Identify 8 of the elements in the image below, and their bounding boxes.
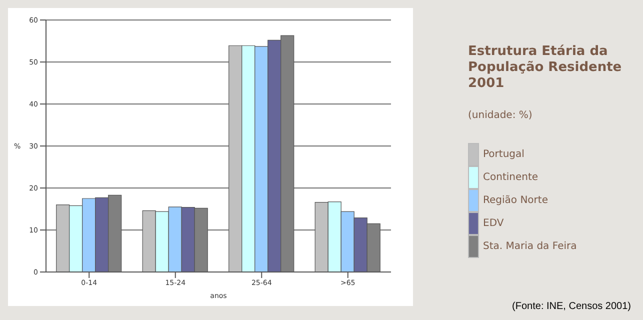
text: Estrutura Etária da População Residente 2001 (468, 44, 623, 92)
legend-label: Continente (483, 172, 538, 183)
legend-label: Região Norte (483, 195, 548, 206)
text: (unidade: %) (468, 110, 534, 121)
legend-label: Sta. Maria da Feira (483, 241, 577, 252)
text: (Fonte: INE, Censos 2001) (512, 301, 631, 312)
legend-label: Portugal (483, 149, 524, 160)
legend-label: EDV (483, 218, 504, 229)
